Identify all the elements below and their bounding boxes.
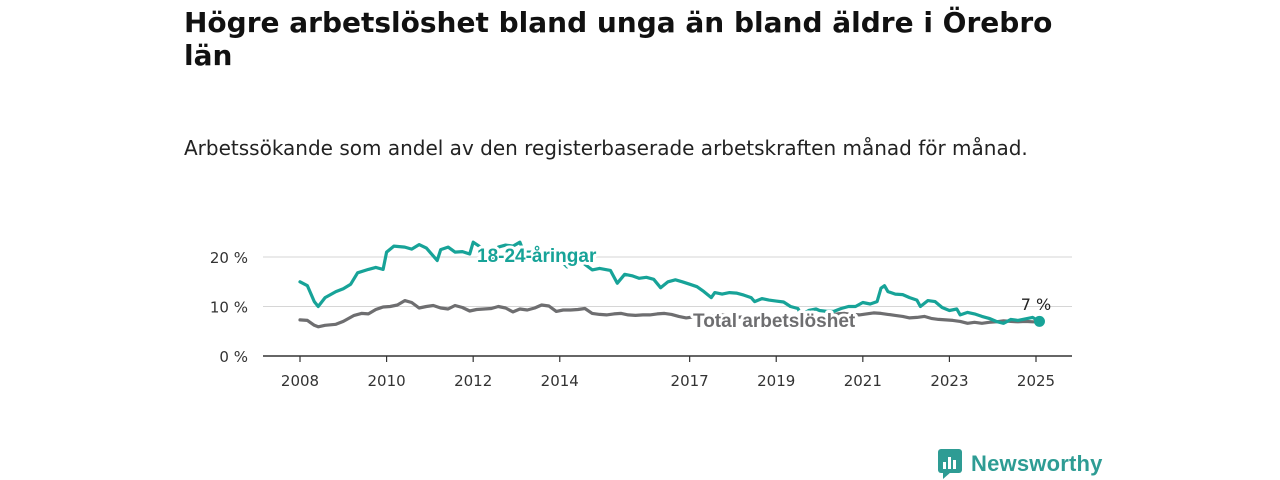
newsworthy-logo: Newsworthy [937, 448, 1103, 480]
x-tick-label: 2025 [1017, 372, 1055, 390]
y-tick-label: 0 % [219, 348, 248, 366]
x-tick-label: 2021 [844, 372, 882, 390]
series-line-youth [298, 240, 1042, 325]
x-tick-label: 2019 [757, 372, 795, 390]
chart-title: Högre arbetslöshet bland unga än bland ä… [184, 6, 1053, 72]
series-label-youth: 18-24-åringar [477, 246, 597, 267]
x-tick-label: 2023 [930, 372, 968, 390]
series-label-youth-halo: 18-24-åringar [477, 246, 597, 267]
brand-name: Newsworthy [971, 451, 1103, 476]
chart-bubble-icon [938, 449, 962, 479]
y-tick-label: 20 % [210, 249, 248, 267]
end-point-marker [1033, 315, 1045, 327]
series-label-total-halo: Total arbetslöshet [693, 311, 856, 332]
series-line-total [298, 299, 1042, 329]
y-tick-label: 10 % [210, 299, 248, 317]
x-tick-label: 2012 [454, 372, 492, 390]
x-tick-label: 2017 [671, 372, 709, 390]
end-value-label: 7 % [1021, 295, 1051, 314]
x-tick-label: 2008 [281, 372, 319, 390]
x-tick-label: 2014 [541, 372, 579, 390]
chart-subtitle: Arbetssökande som andel av den registerb… [184, 136, 1028, 160]
series-label-total: Total arbetslöshet [693, 311, 856, 332]
x-tick-label: 2010 [367, 372, 405, 390]
